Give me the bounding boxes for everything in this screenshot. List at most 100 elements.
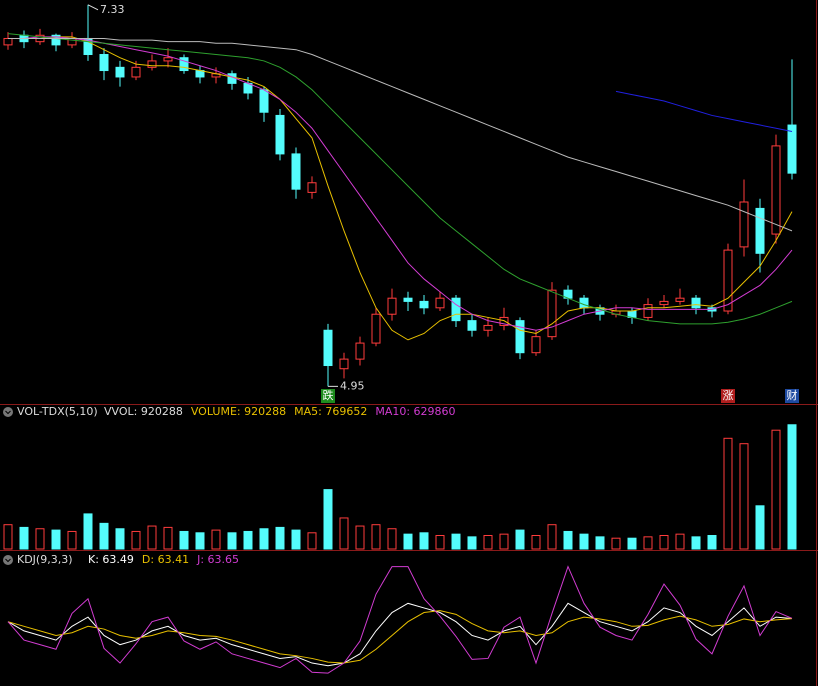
volume-bar — [291, 529, 301, 550]
candle-body — [787, 124, 797, 174]
menu-chevron — [5, 558, 11, 563]
candle-body — [755, 207, 765, 254]
line — [7, 602, 793, 667]
volume-bar — [675, 533, 685, 550]
candle-body — [355, 342, 365, 360]
volume-bar — [739, 443, 749, 550]
candle-body — [659, 300, 669, 306]
volume-bar — [563, 530, 573, 550]
volume-bar — [787, 424, 797, 550]
candle-body — [259, 89, 269, 113]
candle-body — [339, 358, 349, 370]
volume-bar — [259, 528, 269, 550]
volume-bar — [179, 530, 189, 550]
volume-bar — [195, 532, 205, 550]
candle-body — [371, 313, 381, 344]
volume-bar — [35, 528, 45, 550]
line — [7, 33, 793, 325]
volume-bar — [531, 535, 541, 550]
signal-label: 财 — [787, 388, 798, 402]
candle-body — [547, 289, 557, 338]
candle-body — [515, 320, 525, 354]
volume-bar — [323, 489, 333, 550]
volume-bar — [451, 533, 461, 550]
candle-body — [131, 66, 141, 78]
candle-body — [115, 66, 125, 78]
candle-body — [51, 34, 61, 46]
volume-bar — [131, 530, 141, 550]
volume-bar — [755, 505, 765, 550]
volume-bar — [211, 529, 221, 550]
pointer — [87, 4, 99, 11]
candle-body — [179, 57, 189, 72]
legend-item: K: 63.49 — [88, 553, 134, 566]
candle-body — [163, 57, 173, 62]
volume-bar — [51, 529, 61, 550]
volume-bar — [3, 524, 13, 550]
candle-body — [403, 297, 413, 302]
candle-body — [3, 37, 13, 46]
line — [7, 610, 793, 664]
candle-body — [307, 182, 317, 193]
volume-bar — [19, 526, 29, 550]
candle-body — [99, 54, 109, 72]
volume-bar — [339, 517, 349, 550]
volume-bar — [355, 525, 365, 550]
volume-bar — [371, 524, 381, 550]
volume-bar — [227, 532, 237, 550]
signal-label: 涨 — [723, 389, 734, 402]
candle-body — [499, 316, 509, 326]
candle-body — [275, 114, 285, 155]
candle-body — [483, 324, 493, 331]
menu-icon[interactable] — [3, 555, 13, 565]
volume-bar — [435, 535, 445, 550]
volume-bar — [771, 429, 781, 550]
candle-body — [723, 249, 733, 312]
volume-bar — [723, 437, 733, 550]
volume-bar — [467, 536, 477, 550]
candle-body — [387, 297, 397, 315]
legend-item: VVOL: 920288 — [104, 405, 183, 418]
candle-body — [643, 304, 653, 318]
volume-bar — [115, 528, 125, 550]
candle-body — [771, 145, 781, 235]
legend-item: J: 63.65 — [196, 553, 239, 566]
legend-item: D: 63.41 — [142, 553, 189, 566]
volume-bar — [403, 533, 413, 550]
low-label: 4.95 — [340, 379, 365, 392]
signal-box — [321, 389, 335, 403]
signal-label: 跌 — [323, 388, 334, 402]
legend-item: MA5: 769652 — [294, 405, 367, 418]
menu-icon[interactable] — [3, 407, 13, 417]
volume-bar — [627, 537, 637, 550]
candle-body — [435, 297, 445, 309]
candle-body — [323, 329, 333, 367]
high-label: 7.33 — [100, 3, 125, 16]
line — [8, 36, 793, 341]
volume-bar — [147, 525, 157, 550]
menu-chevron — [5, 410, 11, 415]
volume-bar — [275, 526, 285, 550]
candle-body — [691, 297, 701, 309]
line — [8, 37, 793, 232]
volume-bar — [611, 537, 621, 550]
volume-bar — [515, 529, 525, 550]
volume-bar — [307, 532, 317, 550]
volume-bar — [547, 524, 557, 550]
candle-body — [147, 60, 157, 68]
candle-body — [739, 201, 749, 248]
indicator-title: VOL-TDX(5,10) — [17, 405, 98, 418]
volume-bar — [387, 528, 397, 550]
signal-box — [785, 389, 799, 403]
candle-body — [291, 153, 301, 190]
candle-body — [419, 300, 429, 309]
candle-body — [675, 297, 685, 302]
volume-bar — [691, 536, 701, 550]
volume-bar — [595, 536, 605, 550]
signal-box — [721, 389, 735, 403]
candle-body — [531, 336, 541, 354]
legend-item: MA10: 629860 — [375, 405, 455, 418]
